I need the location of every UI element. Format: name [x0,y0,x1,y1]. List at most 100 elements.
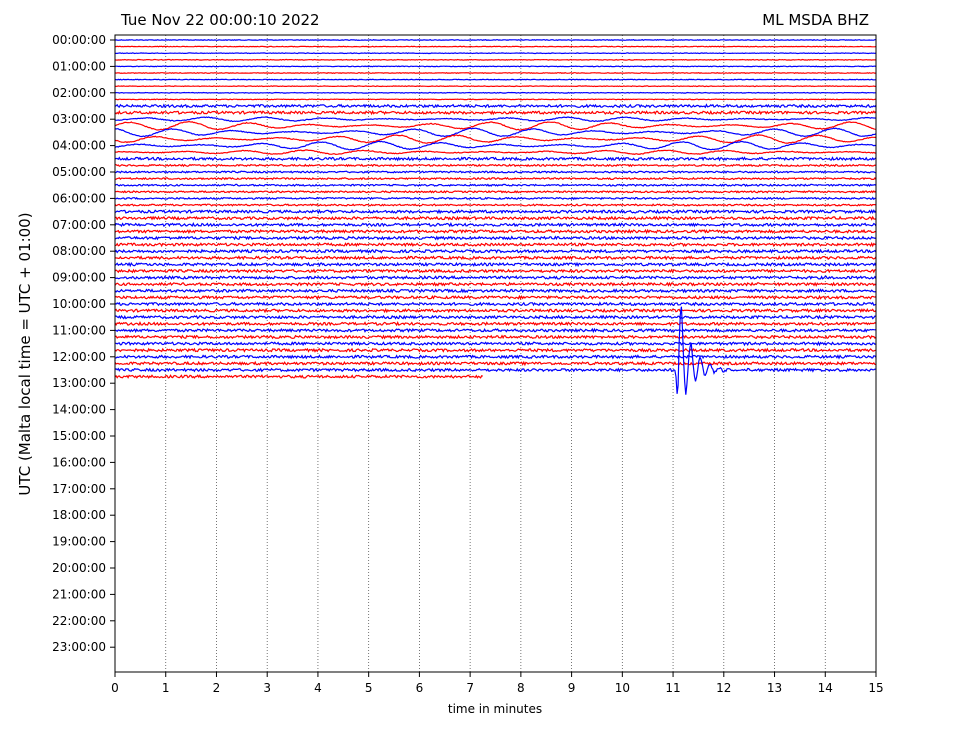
x-tick-label: 8 [517,681,525,695]
seismic-trace [114,176,877,181]
seismic-trace [114,281,877,287]
seismic-trace [114,98,877,101]
y-tick-label: 22:00:00 [52,614,106,628]
seismic-trace [114,222,877,228]
seismic-trace [114,275,877,281]
seismic-trace [114,65,877,68]
y-tick-label: 15:00:00 [52,429,106,443]
seismic-trace [114,268,876,274]
y-tick-label: 13:00:00 [52,376,106,390]
seismic-trace [114,91,876,94]
x-axis-label: time in minutes [448,702,542,716]
seismic-trace [114,288,877,294]
seismic-trace [114,301,877,307]
seismic-trace [114,255,877,261]
x-tick-label: 4 [314,681,322,695]
seismic-trace [114,52,877,55]
y-tick-label: 09:00:00 [52,271,106,285]
seismic-trace [114,203,877,207]
seismic-trace [114,190,877,194]
y-tick-label: 07:00:00 [52,218,106,232]
x-tick-label: 3 [263,681,271,695]
seismic-trace [114,156,877,162]
grid-lines [165,35,826,672]
y-tick-label: 14:00:00 [52,403,106,417]
y-tick-label: 20:00:00 [52,561,106,575]
y-tick-label: 03:00:00 [52,112,106,126]
seismic-trace [114,72,877,74]
y-tick-label: 21:00:00 [52,587,106,601]
header-station: ML MSDA BHZ [762,11,869,29]
seismic-trace [114,109,877,116]
y-tick-label: 06:00:00 [52,191,106,205]
seismic-trace [114,163,877,168]
x-tick-label: 0 [111,681,119,695]
seismic-trace [114,374,484,380]
seismic-trace [114,120,877,131]
seismic-trace [114,116,877,123]
y-tick-label: 11:00:00 [52,323,106,337]
x-tick-label: 1 [162,681,170,695]
y-tick-label: 16:00:00 [52,455,106,469]
seismic-trace [114,354,877,360]
seismic-trace [114,340,877,347]
seismic-trace [114,85,876,88]
seismic-trace [114,208,877,215]
seismic-trace [114,261,877,268]
y-tick-label: 01:00:00 [52,59,106,73]
seismic-trace [114,78,877,81]
x-tick-label: 9 [568,681,576,695]
x-tick-label: 13 [767,681,782,695]
seismic-traces [114,39,877,395]
seismic-trace [114,140,877,151]
seismic-trace [114,228,877,235]
x-tick-label: 7 [466,681,474,695]
y-tick-label: 10:00:00 [52,297,106,311]
seismic-trace [114,39,876,41]
y-tick-label: 05:00:00 [52,165,106,179]
y-axis-label: UTC (Malta local time = UTC + 01:00) [16,212,34,495]
x-axis: 0 1 2 3 4 5 6 7 8 9 10 11 12 13 14 15 [111,672,884,695]
seismic-trace [114,248,877,254]
y-tick-label: 17:00:00 [52,482,106,496]
seismic-trace [114,134,876,144]
x-tick-label: 6 [416,681,424,695]
seismic-trace [114,183,877,187]
seismic-trace [114,314,876,320]
seismic-trace [115,149,877,156]
seismic-trace [114,235,877,241]
seismic-trace [114,360,877,367]
seismic-trace [114,58,876,61]
seismic-trace [114,347,877,353]
seismic-trace [114,334,877,340]
y-tick-label: 23:00:00 [52,640,106,654]
seismic-trace [114,170,877,174]
x-tick-label: 10 [615,681,630,695]
x-tick-label: 2 [213,681,221,695]
y-tick-label: 00:00:00 [52,33,106,47]
seismic-trace [115,196,877,201]
x-tick-label: 15 [868,681,883,695]
y-tick-label: 19:00:00 [52,535,106,549]
seismic-trace [114,306,877,395]
seismic-trace [114,294,877,301]
y-tick-label: 04:00:00 [52,139,106,153]
y-axis: 00:00:00 01:00:00 02:00:00 03:00:00 04:00:00… [52,33,115,654]
seismic-trace [114,241,877,248]
seismic-trace [114,127,877,138]
y-tick-label: 12:00:00 [52,350,106,364]
seismic-trace [114,320,877,327]
x-tick-label: 12 [716,681,731,695]
x-tick-label: 14 [818,681,833,695]
seismic-trace [114,215,877,221]
x-tick-label: 5 [365,681,373,695]
header-datetime: Tue Nov 22 00:00:10 2022 [120,11,320,29]
seismic-trace [114,103,877,109]
y-tick-label: 02:00:00 [52,86,106,100]
y-tick-label: 18:00:00 [52,508,106,522]
seismic-trace [114,307,877,314]
seismic-trace [115,45,877,48]
plot-frame [114,34,877,673]
x-tick-label: 11 [665,681,680,695]
